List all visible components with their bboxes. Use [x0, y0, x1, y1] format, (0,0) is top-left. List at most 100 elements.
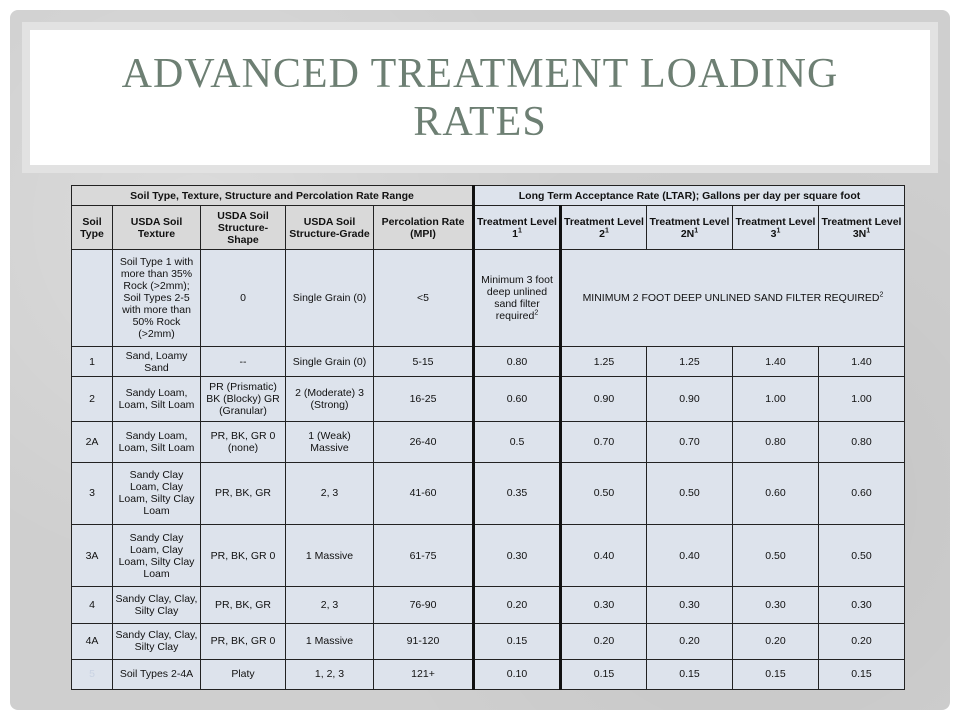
cell-perc: 61-75 [373, 523, 475, 588]
cell-tl1: 0.10 [473, 658, 561, 691]
cell-tl3: 0.20 [732, 622, 819, 660]
cell-tl2: 0.70 [559, 421, 647, 463]
cell-tl3: 0.30 [732, 586, 819, 624]
cell-perc: 41-60 [373, 461, 475, 525]
header-tl3: Treatment Level 31 [732, 205, 819, 251]
cell-tl3: 0.50 [732, 523, 819, 588]
cell-tl3n: 0.60 [818, 461, 905, 525]
cell-grade: 1, 2, 3 [285, 658, 374, 691]
cell-tl2n: 0.40 [646, 523, 733, 588]
cell-shape: PR (Prismatic) BK (Blocky) GR (Granular) [200, 376, 286, 423]
cell-tl2n: 0.50 [646, 461, 733, 525]
cell-grade: 1 Massive [285, 622, 374, 660]
cell-type: 2 [71, 376, 113, 423]
cell-tl2: 0.15 [559, 658, 647, 691]
cell-tl2n: 0.30 [646, 586, 733, 624]
cell-type-blank [71, 249, 113, 347]
cell-perc: 26-40 [373, 421, 475, 463]
cell-tl2: 1.25 [559, 345, 647, 378]
cell-shape: PR, BK, GR 0 [200, 523, 286, 588]
loading-rates-table: Soil Type, Texture, Structure and Percol… [71, 184, 905, 691]
cell-texture: Sandy Clay Loam, Clay Loam, Silty Clay L… [112, 523, 201, 588]
cell-tl3n: 0.30 [818, 586, 905, 624]
cell-tl2n: 0.15 [646, 658, 733, 691]
cell-tl1: 0.60 [473, 376, 561, 423]
header-tl2: Treatment Level 21 [559, 205, 647, 251]
cell-grade: 2 (Moderate) 3 (Strong) [285, 376, 374, 423]
table-row: 5 Soil Types 2-4A Platy 1, 2, 3 121+ 0.1… [71, 658, 905, 691]
cell-tl3n: 0.20 [818, 622, 905, 660]
cell-tl1: 0.30 [473, 523, 561, 588]
header-perc: Percolation Rate (MPI) [373, 205, 475, 251]
cell-type: 4 [71, 586, 113, 624]
table-row: 4 Sandy Clay, Clay, Silty Clay PR, BK, G… [71, 586, 905, 624]
cell-tl1: 0.20 [473, 586, 561, 624]
cell-tl2n: 1.25 [646, 345, 733, 378]
cell-type: 4A [71, 622, 113, 660]
cell-grade: Single Grain (0) [285, 345, 374, 378]
cell-tl3: 1.40 [732, 345, 819, 378]
cell-tl3: 0.60 [732, 461, 819, 525]
table-row: 3A Sandy Clay Loam, Clay Loam, Silty Cla… [71, 523, 905, 588]
table-row: 3 Sandy Clay Loam, Clay Loam, Silty Clay… [71, 461, 905, 525]
cell-perc: 121+ [373, 658, 475, 691]
title-box: ADVANCED TREATMENT LOADING RATES [22, 22, 938, 173]
cell-tl3n: 1.40 [818, 345, 905, 378]
cell-grade: 2, 3 [285, 586, 374, 624]
cell-shape: PR, BK, GR 0 [200, 622, 286, 660]
cell-tl3: 0.80 [732, 421, 819, 463]
cell-perc: <5 [373, 249, 475, 347]
cell-texture: Sandy Loam, Loam, Silt Loam [112, 376, 201, 423]
cell-tl1: 0.5 [473, 421, 561, 463]
cell-tl1: 0.35 [473, 461, 561, 525]
cell-texture: Sandy Clay, Clay, Silty Clay [112, 586, 201, 624]
table-row: 2 Sandy Loam, Loam, Silt Loam PR (Prisma… [71, 376, 905, 423]
cell-texture: Sandy Loam, Loam, Silt Loam [112, 421, 201, 463]
cell-type: 5 [71, 658, 113, 691]
cell-tl3n: 0.15 [818, 658, 905, 691]
cell-texture: Soil Types 2-4A [112, 658, 201, 691]
cell-tl2n: 0.70 [646, 421, 733, 463]
header-grade: USDA Soil Structure-Grade [285, 205, 374, 251]
cell-texture: Soil Type 1 with more than 35% Rock (>2m… [112, 249, 201, 347]
cell-shape: 0 [200, 249, 286, 347]
cell-tl1-note: Minimum 3 foot deep unlined sand filter … [473, 249, 561, 347]
cell-tl3n: 0.50 [818, 523, 905, 588]
header-soil-type: Soil Type [71, 205, 113, 251]
header-tl1: Treatment Level 11 [473, 205, 561, 251]
cell-texture: Sandy Clay Loam, Clay Loam, Silty Clay L… [112, 461, 201, 525]
cell-shape: -- [200, 345, 286, 378]
cell-texture: Sand, Loamy Sand [112, 345, 201, 378]
cell-type: 3A [71, 523, 113, 588]
cell-tl2n: 0.20 [646, 622, 733, 660]
cell-perc: 91-120 [373, 622, 475, 660]
cell-shape: PR, BK, GR 0 (none) [200, 421, 286, 463]
cell-perc: 76-90 [373, 586, 475, 624]
cell-tl3: 0.15 [732, 658, 819, 691]
cell-grade: 1 (Weak) Massive [285, 421, 374, 463]
cell-tl2: 0.20 [559, 622, 647, 660]
group-header-soil: Soil Type, Texture, Structure and Percol… [71, 184, 475, 207]
header-texture: USDA Soil Texture [112, 205, 201, 251]
header-tl2n: Treatment Level 2N1 [646, 205, 733, 251]
header-tl3n: Treatment Level 3N1 [818, 205, 905, 251]
cell-tl2: 0.40 [559, 523, 647, 588]
cell-texture: Sandy Clay, Clay, Silty Clay [112, 622, 201, 660]
header-shape: USDA Soil Structure-Shape [200, 205, 286, 251]
table-row: 2A Sandy Loam, Loam, Silt Loam PR, BK, G… [71, 421, 905, 463]
cell-type: 1 [71, 345, 113, 378]
group-header-ltar: Long Term Acceptance Rate (LTAR); Gallon… [473, 184, 905, 207]
cell-shape: PR, BK, GR [200, 586, 286, 624]
cell-tl2n: 0.90 [646, 376, 733, 423]
cell-merged-requirement: MINIMUM 2 FOOT DEEP UNLINED SAND FILTER … [559, 249, 905, 347]
cell-tl1: 0.80 [473, 345, 561, 378]
cell-grade: 2, 3 [285, 461, 374, 525]
cell-perc: 16-25 [373, 376, 475, 423]
cell-type: 2A [71, 421, 113, 463]
cell-tl1: 0.15 [473, 622, 561, 660]
cell-tl2: 0.50 [559, 461, 647, 525]
cell-type: 3 [71, 461, 113, 525]
cell-tl3n: 0.80 [818, 421, 905, 463]
cell-tl3n: 1.00 [818, 376, 905, 423]
cell-tl3: 1.00 [732, 376, 819, 423]
